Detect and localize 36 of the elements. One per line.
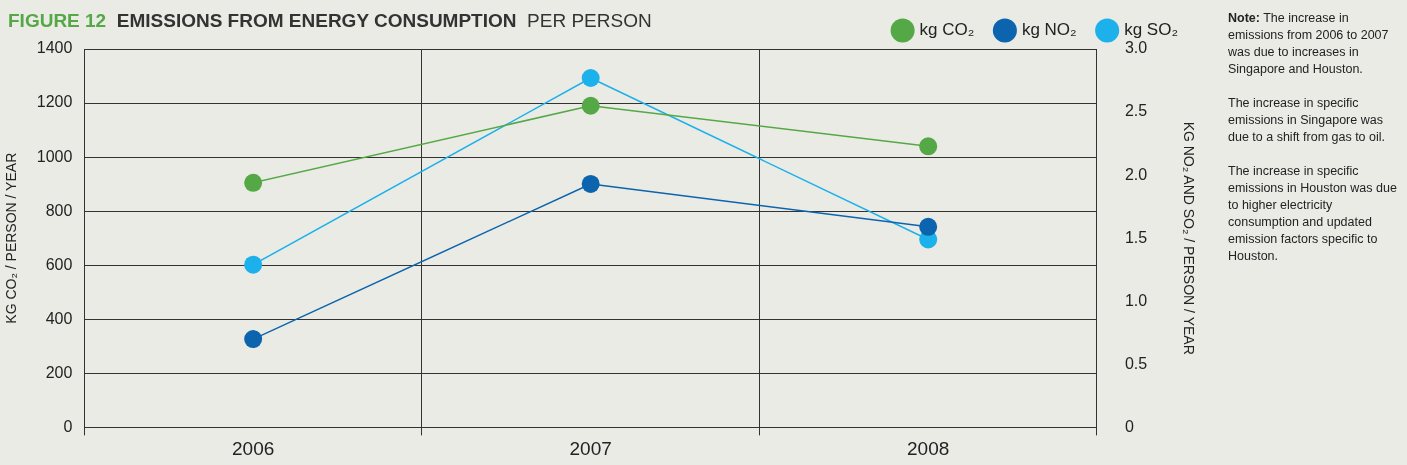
text: The increase in specific emissions in Singapore was due to a shift from gas to oil. — [1228, 95, 1387, 146]
point — [244, 255, 263, 274]
legend-label: kg NO₂ — [1021, 20, 1077, 40]
legend-label: kg SO₂ — [1124, 20, 1178, 40]
y-tick-label: 0 — [63, 417, 73, 435]
legend-label: kg CO₂ — [919, 20, 975, 40]
y2-tick-label: 2.5 — [1124, 102, 1148, 120]
y2-axis-title: KG NO₂ AND SO₂ / PERSON / YEAR — [1180, 121, 1197, 355]
y2-tick-label: 0.5 — [1124, 354, 1148, 372]
y-tick-label: 1400 — [36, 39, 73, 57]
point — [581, 69, 600, 88]
point — [581, 96, 600, 115]
x-tick-label: 2007 — [569, 438, 612, 460]
y2-tick-label: 2.0 — [1124, 165, 1148, 183]
y-tick-label: 1200 — [36, 93, 73, 111]
point — [581, 174, 600, 193]
chart-subtitle: PER PERSON — [526, 10, 652, 31]
point — [919, 137, 938, 156]
chart-title: FIGURE 12 EMISSIONS FROM ENERGY CONSUMPTION — [8, 10, 517, 31]
text: Note: The increase in emissions from 2006 to 2007 was due to increases in Singapore and Houston. — [1228, 10, 1390, 78]
y2-tick-label: 1.0 — [1124, 291, 1148, 309]
point — [919, 217, 938, 236]
y2-tick-label: 0 — [1124, 417, 1134, 435]
y-tick-label: 200 — [45, 363, 73, 381]
y-axis-title: KG CO₂ / PERSON / YEAR — [3, 152, 20, 324]
x-tick-label: 2008 — [907, 438, 950, 460]
point — [244, 330, 263, 349]
point — [244, 173, 263, 192]
y2-tick-label: 3.0 — [1124, 39, 1148, 57]
x-tick-label: 2006 — [232, 438, 275, 460]
y2-tick-label: 1.5 — [1124, 228, 1148, 246]
y-tick-label: 400 — [45, 309, 73, 327]
y-tick-label: 1000 — [36, 147, 73, 165]
y-tick-label: 800 — [45, 201, 73, 219]
text: The increase in specific emissions in Houston was due to higher electricity consumption and updated emission factors specific to Houston. — [1228, 163, 1398, 265]
y-tick-label: 600 — [45, 255, 73, 273]
